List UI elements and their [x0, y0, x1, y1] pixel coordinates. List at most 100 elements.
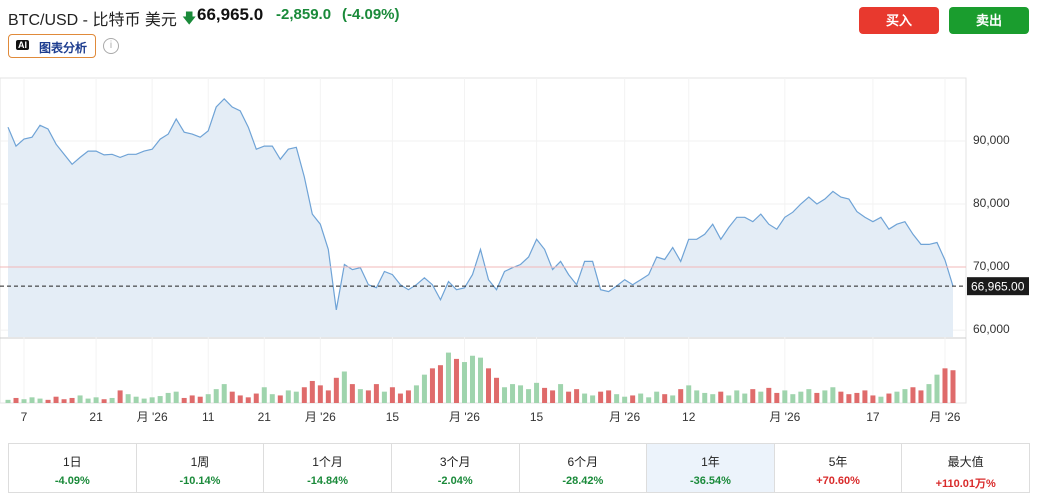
volume-bar	[518, 385, 524, 403]
volume-bar	[285, 390, 291, 403]
area	[8, 98, 953, 337]
period-tab[interactable]: 1日 -4.09%	[9, 444, 137, 492]
volume-bar	[742, 393, 748, 403]
sell-button[interactable]: 卖出	[949, 7, 1029, 34]
volume-bar	[486, 368, 492, 403]
volume-bar	[309, 380, 315, 403]
volume-bar	[325, 390, 331, 403]
period-change: +110.01万%	[935, 478, 996, 490]
ai-label: 图表分析	[39, 41, 88, 55]
volume-bar	[61, 399, 67, 403]
volume-bar	[133, 396, 139, 403]
volume-bar	[582, 393, 588, 403]
volume-bar	[478, 357, 483, 403]
y-tick-label: 60,000	[973, 322, 1010, 336]
chart: 60,000 70,000 80,000 90,000 7 21 月 '26 11 21 月 '2…	[0, 77, 1029, 424]
volume-bar	[590, 395, 596, 403]
volume-bar	[894, 391, 900, 403]
volume-bar	[437, 365, 443, 403]
volume-bar	[109, 397, 115, 403]
period-label: 3个月	[439, 455, 471, 469]
volume-bar	[654, 391, 660, 403]
volume-bar	[934, 374, 940, 403]
period-label: 1日	[62, 455, 82, 469]
period-tab[interactable]: 6个月 -28.42%	[520, 444, 648, 492]
volume-bar	[918, 390, 924, 403]
volume-bar	[245, 397, 251, 403]
volume-bar	[942, 368, 948, 403]
x-tick-label: 11	[202, 410, 215, 424]
x-tick-label: 17	[866, 410, 880, 424]
period-change: +70.60%	[816, 475, 860, 487]
change: -2,859.0	[276, 6, 332, 23]
period-label: 1个月	[312, 455, 343, 469]
volume-bar	[293, 391, 299, 403]
volume-bar	[790, 394, 796, 403]
volume-bar	[85, 398, 91, 403]
period-tab[interactable]: 1个月 -14.84%	[264, 444, 392, 492]
volume-bar	[413, 385, 419, 403]
period-tab[interactable]: 1年 -36.54%	[647, 444, 775, 492]
volume-bar	[405, 390, 411, 403]
volume-bar	[141, 398, 147, 403]
period-tab[interactable]: 最大值 +110.01万%	[902, 444, 1029, 492]
ai-button[interactable]: AI 图表分析	[8, 34, 96, 58]
volume-bar	[21, 399, 27, 403]
volume-bar	[734, 390, 740, 403]
volume-bar	[878, 396, 884, 403]
volume-bar	[389, 387, 395, 403]
symbol: BTC/USD - 比特币 美元	[8, 12, 177, 29]
volume-bar	[854, 392, 860, 403]
volume-bar	[886, 393, 892, 403]
volume-bar	[37, 398, 43, 403]
volume-bar	[646, 397, 652, 403]
x-tick-label: 12	[682, 410, 696, 424]
volume-bar	[349, 384, 355, 403]
price: 66,965.0	[197, 5, 264, 24]
period-tab[interactable]: 5年 +70.60%	[775, 444, 903, 492]
volume-bar	[750, 389, 756, 403]
info-icon[interactable]: i	[103, 38, 119, 54]
volume-bar	[229, 391, 235, 403]
volume-bar	[670, 395, 676, 403]
volume-bar	[29, 397, 35, 403]
x-tick-label: 15	[386, 410, 400, 424]
volume-bar	[550, 390, 556, 403]
volume-bar	[357, 389, 363, 403]
volume-bar	[5, 399, 11, 403]
x-tick-label: 月 '26	[449, 410, 480, 424]
period-tab[interactable]: 1周 -10.14%	[137, 444, 265, 492]
line	[7, 97, 954, 311]
x-tick-label: 月 '26	[305, 410, 336, 424]
volume-bar	[678, 389, 684, 403]
volume-bar	[93, 397, 99, 403]
volume-bar	[838, 391, 844, 403]
volume-bar	[758, 391, 764, 403]
volume-bar	[373, 384, 379, 403]
y-tick-label: 70,000	[973, 259, 1010, 273]
buy-button[interactable]: 买入	[859, 7, 939, 34]
volume-bar	[333, 377, 339, 403]
volume-bar	[614, 394, 620, 403]
period-tab[interactable]: 3个月 -2.04%	[392, 444, 520, 492]
volume-bar	[269, 394, 275, 403]
volume-bar	[261, 387, 267, 403]
volume-bar	[814, 392, 820, 403]
volume-bar	[173, 391, 179, 403]
volume-bar	[469, 355, 475, 403]
period-label: 6个月	[567, 455, 599, 469]
volume-bar	[189, 395, 195, 403]
volume-bar	[365, 390, 371, 403]
volume-bar	[125, 394, 131, 403]
down-arrow: 🡇	[182, 10, 197, 26]
x-tick-label: 月 '26	[929, 410, 960, 424]
volume-bar	[429, 368, 435, 403]
volume-bar	[702, 392, 708, 403]
volume-bar	[830, 387, 836, 403]
volume-bar	[638, 393, 644, 403]
volume-bar	[397, 393, 403, 403]
volume-bar	[774, 392, 780, 403]
volume-bar	[558, 384, 564, 403]
volume-bar	[566, 391, 572, 403]
period-change: -28.42%	[562, 475, 604, 487]
